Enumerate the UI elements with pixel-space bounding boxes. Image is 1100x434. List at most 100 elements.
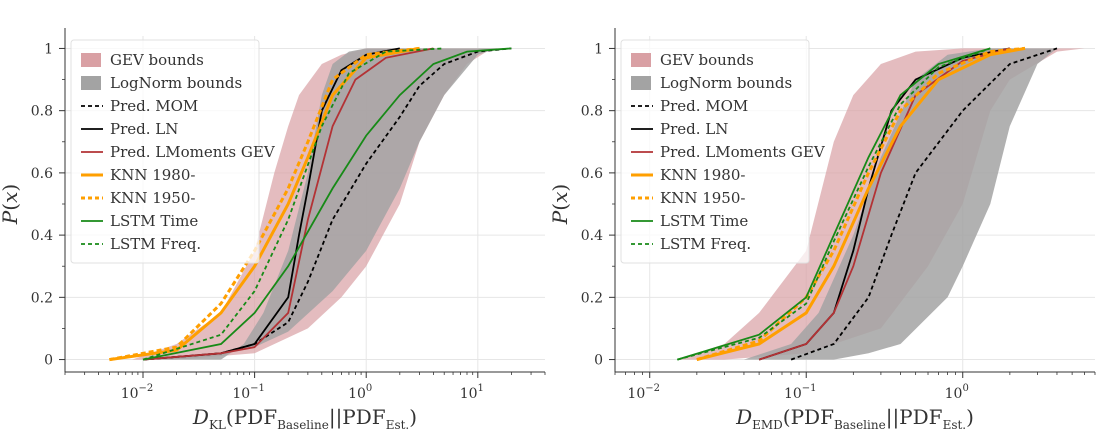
y-tick-label: 0 (44, 353, 53, 369)
y-axis-label-close: ) (548, 184, 572, 192)
legend-label-knn-1950-: KNN 1950- (110, 189, 195, 207)
series-line-lstm-freq- (142, 47, 445, 361)
series-line-knn-1950- (109, 46, 420, 362)
band-lognorm-bounds (743, 48, 1057, 360)
y-tick-label: 0 (594, 353, 603, 369)
x-tick-label-exponent: −2 (645, 383, 660, 394)
x-axis-label-close: ) (966, 405, 974, 429)
x-tick-label: 10−1 (784, 383, 817, 402)
x-axis-label-mid: ||PDF (329, 405, 386, 430)
x-tick-label-exponent: 1 (478, 383, 484, 394)
legend-label-lstm-freq-: LSTM Freq. (110, 235, 201, 253)
x-axis-label-sub3: Est. (943, 418, 967, 430)
legend-label-lstm-time: LSTM Time (110, 212, 198, 230)
x-tick-label-base: 10 (460, 386, 478, 402)
x-axis-label-open: (PDF (226, 405, 277, 429)
y-axis-label-p: P (548, 210, 572, 225)
series-line-lstm-time (677, 47, 991, 361)
y-tick-label: 1 (594, 41, 603, 57)
y-axis-label-x: x (548, 192, 572, 203)
x-tick-label: 10−1 (232, 383, 265, 402)
x-tick-label: 101 (460, 383, 484, 402)
x-axis-label: DEMD(PDFBaseline||PDFEst.) (735, 405, 974, 430)
legend-label-lstm-time: LSTM Time (660, 212, 748, 230)
series-line-pred-mom (790, 47, 1058, 361)
legend-label-lognorm-bounds: LogNorm bounds (660, 74, 792, 92)
x-tick-label-exponent: −2 (139, 383, 154, 394)
x-tick-label-base: 10 (232, 386, 250, 402)
legend-label-lognorm-bounds: LogNorm bounds (110, 74, 242, 92)
x-tick-label-exponent: −1 (802, 383, 817, 394)
legend-label-lstm-freq-: LSTM Freq. (660, 235, 751, 253)
y-tick-label: 0.6 (581, 166, 603, 182)
x-tick-label: 100 (945, 383, 969, 402)
x-axis-label: DKL(PDFBaseline||PDFEst.) (192, 405, 417, 430)
x-tick-label: 10−2 (121, 383, 154, 402)
series-line-knn-1950- (696, 46, 1026, 362)
x-tick-label-base: 10 (945, 386, 963, 402)
x-axis-label-sub3: Est. (386, 418, 410, 430)
x-axis-label-mid: ||PDF (886, 405, 943, 430)
x-tick-label: 10−2 (627, 383, 660, 402)
legend-label-gev-bounds: GEV bounds (110, 51, 204, 69)
series-line-lstm-freq- (677, 47, 991, 361)
legend-label-pred-lmoments-gev: Pred. LMoments GEV (110, 143, 276, 161)
legend-swatch-lognorm-bounds (81, 76, 101, 90)
series-line-knn-1980- (696, 46, 1026, 362)
y-axis-label-close: ) (0, 184, 22, 192)
x-tick-label-exponent: 0 (962, 383, 968, 394)
x-axis-label-sub2: Baseline (834, 418, 886, 430)
legend: GEV bounds LogNorm bounds Pred. MOM Pred. L… (70, 39, 276, 264)
legend-swatch-gev-bounds (631, 53, 651, 67)
x-axis-label-sub: KL (209, 418, 226, 430)
legend-swatch-lognorm-bounds (631, 76, 651, 90)
legend-swatch-gev-bounds (81, 53, 101, 67)
x-axis-label-open: (PDF (783, 405, 834, 429)
x-axis-label-sub2: Baseline (277, 418, 329, 430)
legend-label-pred-mom: Pred. MOM (660, 97, 748, 115)
legend-label-knn-1980-: KNN 1980- (110, 166, 195, 184)
legend-frame (70, 39, 260, 264)
x-axis-label-close: ) (409, 405, 417, 429)
y-tick-label: 0.8 (581, 104, 603, 120)
series-line-lstm-time (142, 47, 512, 361)
legend-label-gev-bounds: GEV bounds (660, 51, 754, 69)
y-tick-label: 0.4 (581, 228, 603, 244)
y-tick-label: 0.2 (31, 290, 53, 306)
y-axis-label: P(x) (548, 184, 572, 225)
legend-label-knn-1980-: KNN 1980- (660, 166, 745, 184)
subplot-2: 10−2 10−1 10000.20.40.60.81P(x)DEMD(PDFBas… (548, 28, 1096, 432)
legend-label-pred-mom: Pred. MOM (110, 97, 198, 115)
x-tick-label-exponent: −1 (250, 383, 265, 394)
y-axis-label-p: P (0, 210, 22, 225)
legend-label-knn-1950-: KNN 1950- (660, 189, 745, 207)
y-axis-label: P(x) (0, 184, 22, 225)
x-tick-label-base: 10 (348, 386, 366, 402)
legend-label-pred-lmoments-gev: Pred. LMoments GEV (660, 143, 826, 161)
x-tick-label-base: 10 (121, 386, 139, 402)
y-tick-label: 0.4 (31, 228, 53, 244)
x-tick-label-base: 10 (627, 386, 645, 402)
legend-label-pred-ln: Pred. LN (110, 120, 178, 138)
legend: GEV bounds LogNorm bounds Pred. MOM Pred. L… (620, 39, 826, 264)
band-lognorm-bounds (143, 48, 498, 360)
x-axis-label-sub: EMD (752, 418, 783, 430)
y-axis-label-open: ( (548, 203, 572, 211)
x-tick-label-base: 10 (784, 386, 802, 402)
y-axis-label-open: ( (0, 203, 22, 211)
legend-frame (620, 39, 810, 264)
y-tick-label: 0.2 (581, 290, 603, 306)
series-line-pred-lmoments-gev (142, 47, 434, 361)
x-axis-label-symbol: D (192, 405, 209, 429)
x-axis-label-symbol: D (735, 405, 752, 429)
subplot-1: 10−2 10−1 100 10100.20.40.60.81P(x)DKL(PDFB… (0, 28, 546, 432)
y-tick-label: 0.6 (31, 166, 53, 182)
y-tick-label: 1 (44, 41, 53, 57)
x-tick-label: 100 (348, 383, 372, 402)
x-tick-label-exponent: 0 (366, 383, 372, 394)
y-axis-label-x: x (0, 192, 22, 203)
legend-label-pred-ln: Pred. LN (660, 120, 728, 138)
y-tick-label: 0.8 (31, 104, 53, 120)
